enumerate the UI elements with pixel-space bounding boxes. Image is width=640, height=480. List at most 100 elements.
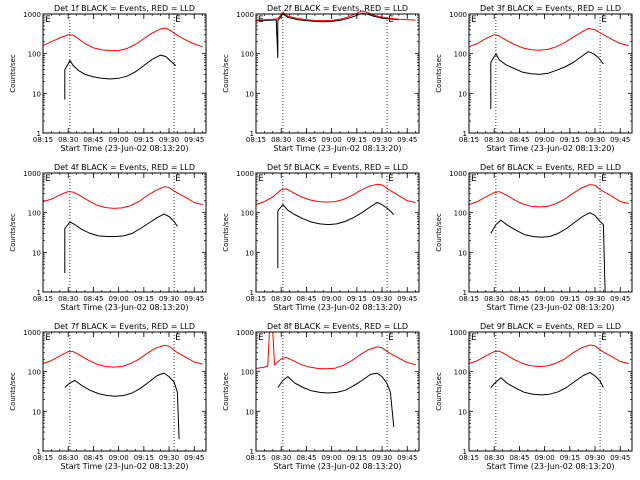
interval-marker-label: E (388, 15, 394, 25)
panel-5: Det 5f BLACK = Events, RED = LLD 1 10 100 10… (222, 163, 420, 312)
interval-marker-label: E (45, 15, 51, 25)
interval-marker-label: E (175, 174, 181, 184)
x-tick-label: 09:15 (347, 454, 367, 462)
x-tick-label: 09:45 (610, 136, 630, 144)
panel-title: Det 1f BLACK = Events, RED = LLD (54, 4, 195, 13)
x-tick-label: 09:15 (134, 454, 154, 462)
x-axis-label: Start Time (23-Jun-02 08:13:20) (274, 462, 402, 471)
y-tick-label: 100 (454, 369, 467, 377)
plot-frame (255, 13, 420, 134)
x-tick-label: 09:45 (184, 136, 204, 144)
series-line-events (277, 372, 395, 428)
y-axis-label: Counts/sec (435, 54, 443, 93)
x-tick-label: 08:45 (296, 454, 316, 462)
plot-frame (468, 331, 633, 452)
x-axis-label: Start Time (23-Jun-02 08:13:20) (274, 144, 402, 153)
x-tick-label: 08:45 (509, 136, 529, 144)
series-line-events (490, 212, 606, 293)
x-tick-label: 08:45 (83, 454, 103, 462)
y-tick-label: 100 (241, 369, 254, 377)
x-axis-label: Start Time (23-Jun-02 08:13:20) (487, 462, 615, 471)
interval-marker-label: E (471, 174, 477, 184)
x-tick-label: 08:30 (484, 454, 504, 462)
x-axis-label: Start Time (23-Jun-02 08:13:20) (61, 462, 189, 471)
x-tick-label: 09:45 (397, 295, 417, 303)
panel-6: Det 6f BLACK = Events, RED = LLD 1 10 100 10… (435, 163, 633, 312)
panel-title: Det 2f BLACK = Events, RED = LLD (267, 4, 408, 13)
y-tick-label: 1 (37, 448, 41, 456)
y-tick-label: 1000 (236, 329, 254, 337)
y-axis-label: Counts/sec (9, 54, 17, 93)
y-axis-label: Counts/sec (222, 372, 230, 411)
interval-marker-label: E (388, 333, 394, 343)
plot-frame (42, 331, 207, 452)
y-tick-label: 1 (37, 130, 41, 138)
plot-frame (255, 331, 420, 452)
y-tick-label: 1000 (236, 11, 254, 19)
x-tick-label: 08:30 (271, 454, 291, 462)
y-tick-label: 100 (454, 51, 467, 59)
x-tick-label: 09:00 (535, 454, 555, 462)
y-tick-label: 10 (245, 90, 254, 98)
x-tick-label: 08:30 (58, 295, 78, 303)
series-line-lld (468, 184, 629, 208)
y-tick-label: 1 (463, 130, 467, 138)
panel-title: Det 4f BLACK = Events, RED = LLD (54, 163, 195, 172)
x-tick-label: 08:15 (459, 136, 479, 144)
interval-marker-label: E (601, 174, 607, 184)
y-axis-label: Counts/sec (435, 213, 443, 252)
series-line-lld (255, 183, 416, 206)
x-tick-label: 09:15 (347, 136, 367, 144)
series-line-lld (42, 27, 203, 52)
x-tick-label: 09:00 (535, 295, 555, 303)
y-tick-label: 10 (458, 408, 467, 416)
x-tick-label: 09:30 (585, 295, 605, 303)
x-tick-label: 08:45 (83, 295, 103, 303)
x-tick-label: 09:00 (322, 295, 342, 303)
x-axis-label: Start Time (23-Jun-02 08:13:20) (487, 144, 615, 153)
x-tick-label: 09:15 (134, 295, 154, 303)
series-line-events (64, 213, 178, 274)
x-tick-label: 09:00 (322, 136, 342, 144)
x-tick-label: 09:15 (347, 295, 367, 303)
y-tick-label: 100 (28, 369, 41, 377)
y-axis-label: Counts/sec (435, 372, 443, 411)
panel-7: Det 7f BLACK = Events, RED = LLD 1 10 100 10… (9, 322, 207, 471)
x-tick-label: 09:15 (560, 136, 580, 144)
x-tick-label: 08:15 (246, 136, 266, 144)
y-axis-label: Counts/sec (222, 213, 230, 252)
x-tick-label: 09:30 (372, 454, 392, 462)
x-tick-label: 09:45 (610, 454, 630, 462)
interval-marker-label: E (601, 333, 607, 343)
x-tick-label: 08:45 (509, 295, 529, 303)
x-tick-label: 09:45 (397, 136, 417, 144)
interval-marker-label: E (471, 15, 477, 25)
y-tick-label: 1000 (449, 170, 467, 178)
y-tick-label: 1000 (23, 329, 41, 337)
y-tick-label: 10 (32, 408, 41, 416)
x-tick-label: 08:15 (459, 295, 479, 303)
y-tick-label: 1000 (23, 170, 41, 178)
series-line-events (490, 372, 604, 396)
x-tick-label: 09:00 (322, 454, 342, 462)
x-tick-label: 09:30 (159, 295, 179, 303)
y-tick-label: 1000 (236, 170, 254, 178)
plot-frame (42, 172, 207, 293)
y-tick-label: 10 (245, 249, 254, 257)
x-tick-label: 08:15 (33, 295, 53, 303)
y-tick-label: 100 (454, 210, 467, 218)
series-line-lld (468, 28, 629, 51)
interval-marker-label: E (175, 15, 181, 25)
y-tick-label: 10 (245, 408, 254, 416)
panel-title: Det 3f BLACK = Events, RED = LLD (480, 4, 621, 13)
plot-frame (468, 13, 633, 134)
x-tick-label: 08:15 (246, 295, 266, 303)
x-tick-label: 08:45 (296, 136, 316, 144)
interval-marker-label: E (45, 333, 51, 343)
y-tick-label: 1 (250, 289, 254, 297)
interval-marker-label: E (471, 333, 477, 343)
series-line-events (64, 372, 180, 440)
x-tick-label: 09:30 (585, 454, 605, 462)
interval-marker-label: E (388, 174, 394, 184)
series-line-events (64, 54, 177, 100)
